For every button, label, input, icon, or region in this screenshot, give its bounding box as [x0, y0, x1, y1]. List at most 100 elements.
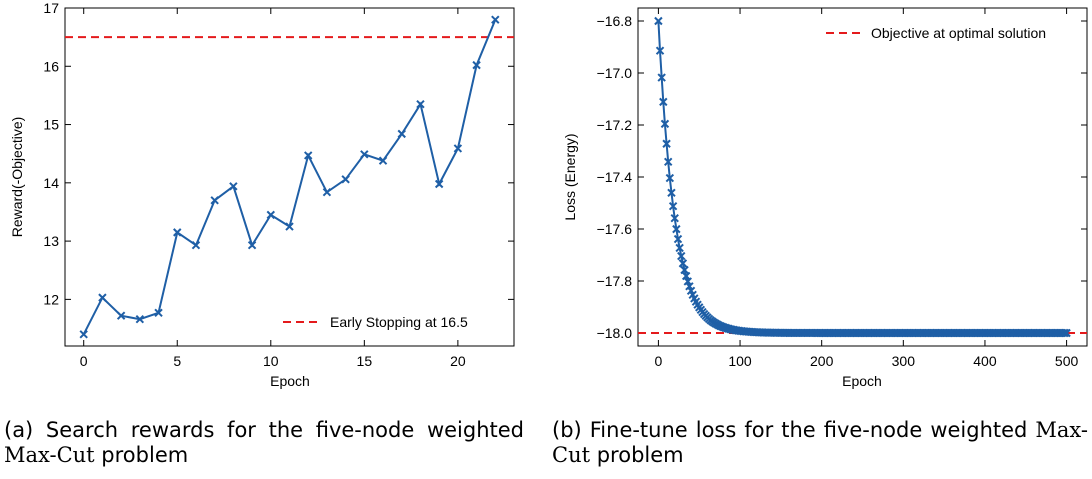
data-point-stroke — [678, 259, 688, 268]
y-tick-label: 17 — [43, 0, 59, 16]
caption-a: (a) Search rewards for the five-node wei… — [4, 418, 524, 468]
data-point-b-11 — [672, 224, 681, 234]
data-point-stroke — [191, 240, 201, 250]
data-point-stroke — [673, 234, 683, 244]
data-point-b-0 — [654, 16, 663, 26]
x-tick-label: 500 — [1055, 353, 1079, 369]
y-tick-label: −17.0 — [597, 65, 633, 81]
chart-b-loss-line — [657, 20, 1067, 334]
data-point-stroke — [662, 139, 671, 148]
caption-b-prefix: (b) Fine-tune loss for the five-node wei… — [552, 418, 1036, 442]
data-point-stroke — [657, 73, 666, 82]
data-point-b-2 — [657, 73, 666, 82]
data-point-a-5 — [173, 228, 182, 237]
y-tick-label: −17.4 — [597, 169, 633, 185]
data-point-stroke — [116, 311, 126, 320]
data-point-a-0 — [79, 330, 88, 339]
data-point-stroke — [154, 308, 163, 317]
data-point-stroke — [668, 201, 678, 211]
data-point-a-7 — [210, 196, 219, 205]
data-point-stroke — [688, 290, 697, 300]
data-point-stroke — [672, 224, 681, 234]
x-tick-label: 5 — [173, 353, 181, 369]
data-point-stroke — [472, 60, 481, 70]
x-tick-label: 10 — [263, 353, 279, 369]
data-point-stroke — [285, 222, 294, 231]
data-point-a-20 — [453, 144, 463, 153]
data-point-stroke — [229, 182, 238, 191]
data-point-b-16 — [680, 265, 689, 275]
y-tick-label: −18.0 — [597, 325, 633, 341]
data-point-stroke — [266, 210, 275, 220]
data-point-stroke — [659, 97, 668, 107]
y-tick-label: −17.8 — [597, 273, 633, 289]
data-point-a-13 — [322, 187, 332, 197]
data-point-a-1 — [98, 293, 107, 302]
data-point-b-10 — [670, 214, 679, 223]
figure: 0 5 10 15 20 12 13 14 15 16 17 Epoch Reward(-Objec… — [9, 0, 1088, 389]
data-point-stroke — [677, 251, 686, 261]
data-point-stroke — [397, 129, 406, 139]
data-point-b-14 — [677, 251, 686, 261]
data-point-a-14 — [341, 175, 350, 184]
chart-b-ticks: 0 100 200 300 400 500 −16.8 −17.0 −17.2 −17.4 −17.… — [597, 8, 1087, 369]
data-point-b-13 — [675, 243, 684, 253]
data-point-stroke — [247, 240, 257, 250]
data-point-b-17 — [681, 271, 691, 281]
data-point-a-9 — [247, 240, 257, 250]
data-point-a-15 — [360, 150, 369, 159]
data-point-a-8 — [229, 182, 238, 191]
data-point-a-2 — [116, 311, 126, 320]
data-point-b-4 — [660, 119, 670, 129]
y-tick-label: 12 — [43, 291, 59, 307]
data-point-stroke — [210, 196, 219, 205]
data-point-stroke — [360, 150, 369, 159]
data-point-a-3 — [135, 314, 145, 324]
data-point-a-17 — [397, 129, 406, 139]
y-tick-label: −17.2 — [597, 117, 633, 133]
chart-b-xlabel: Epoch — [842, 373, 882, 389]
chart-b-markers — [654, 16, 1071, 338]
caption-b-smallcaps: Max-Cut — [552, 418, 1088, 467]
data-point-stroke — [304, 151, 313, 160]
data-point-a-16 — [378, 156, 388, 165]
data-point-b-6 — [663, 157, 673, 166]
chart-b-plot-frame — [637, 7, 1088, 347]
data-point-stroke — [654, 16, 663, 26]
data-point-stroke — [1060, 328, 1070, 338]
data-point-b-5 — [662, 139, 671, 148]
chart-a-legend-label: Early Stopping at 16.5 — [330, 314, 468, 330]
x-tick-label: 20 — [450, 353, 466, 369]
data-point-stroke — [675, 243, 684, 253]
y-tick-label: −17.6 — [597, 221, 633, 237]
chart-a-ticks: 0 5 10 15 20 12 13 14 15 16 17 — [43, 0, 514, 369]
y-tick-label: 15 — [43, 117, 59, 133]
data-point-b-7 — [665, 173, 675, 183]
data-point-a-11 — [285, 222, 294, 231]
data-point-stroke — [1062, 328, 1071, 338]
data-point-b-15 — [678, 259, 688, 268]
chart-a-plot-frame — [64, 7, 515, 347]
data-point-a-4 — [154, 308, 163, 317]
data-point-a-12 — [304, 151, 313, 160]
caption-b: (b) Fine-tune loss for the five-node wei… — [552, 418, 1088, 468]
data-point-b-9 — [668, 201, 678, 211]
x-tick-label: 0 — [80, 353, 88, 369]
caption-b-suffix: problem — [590, 443, 684, 467]
data-point-stroke — [491, 15, 500, 24]
data-point-stroke — [660, 119, 670, 129]
y-tick-label: 16 — [43, 58, 59, 74]
data-point-stroke — [667, 188, 676, 198]
data-point-stroke — [670, 214, 679, 223]
chart-a-markers — [79, 15, 500, 339]
chart-b-ylabel: Loss (Energy) — [562, 133, 578, 220]
chart-a-reward-line — [82, 19, 497, 335]
chart-a: 0 5 10 15 20 12 13 14 15 16 17 Epoch Reward(-Objec… — [9, 0, 515, 389]
data-point-stroke — [341, 175, 350, 184]
data-point-stroke — [322, 187, 332, 197]
data-point-stroke — [685, 282, 694, 291]
caption-a-smallcaps: Max-Cut — [4, 443, 95, 467]
data-point-b-249 — [1060, 328, 1070, 338]
x-tick-label: 200 — [810, 353, 834, 369]
data-point-stroke — [681, 271, 691, 281]
